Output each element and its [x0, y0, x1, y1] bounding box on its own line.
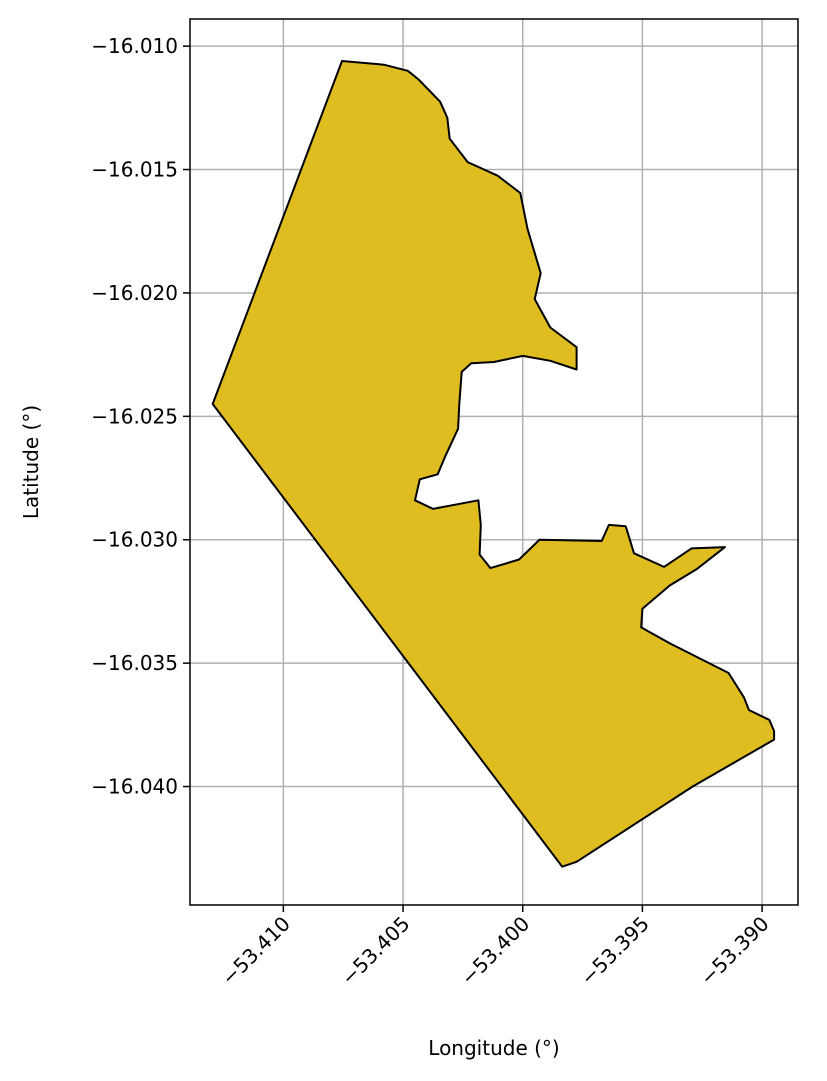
y-tick-label: −16.010: [91, 34, 178, 58]
y-tick-label: −16.035: [91, 651, 178, 675]
x-axis-label: Longitude (°): [428, 1036, 559, 1060]
y-tick-label: −16.040: [91, 775, 178, 799]
y-tick-label: −16.015: [91, 158, 178, 182]
y-tick-label: −16.025: [91, 404, 178, 428]
region-polygon: [211, 60, 776, 868]
y-tick-label: −16.030: [91, 528, 178, 552]
plot-area-frame: [189, 18, 799, 906]
tick-marks: [183, 45, 763, 912]
y-axis-label: Latitude (°): [19, 405, 43, 519]
y-tick-label: −16.020: [91, 281, 178, 305]
